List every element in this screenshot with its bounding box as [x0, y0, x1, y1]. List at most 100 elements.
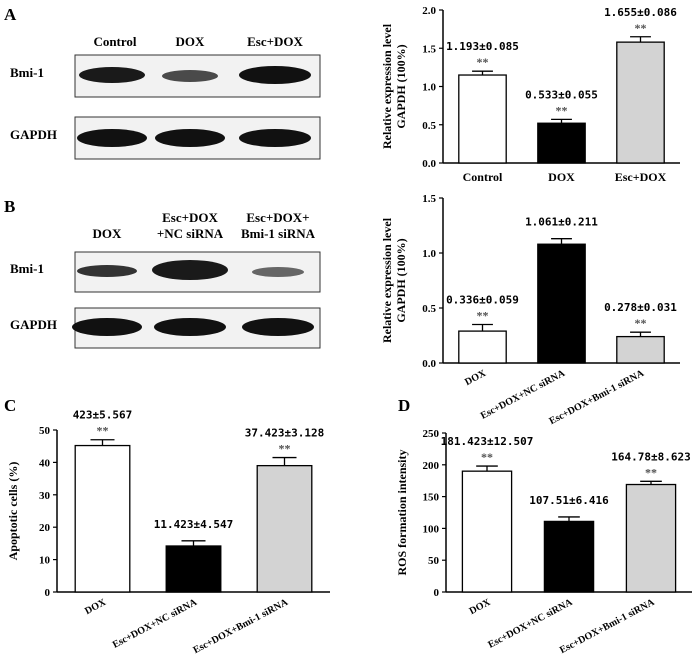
y-axis-label: Apoptotic cells (%): [6, 462, 20, 561]
bar-chart-c: 0 10 20 30 40 50 Apoptotic cells (%) ** 423±5.56…: [6, 409, 330, 656]
significance-marker: **: [481, 450, 493, 464]
y-tick-label: 0: [434, 587, 440, 599]
bar-chart-a: 0.0 0.5 1.0 1.5 2.0 Relative expression level…: [380, 5, 680, 184]
blot-a-band-gapdh-2: [155, 129, 225, 147]
y-axis-label: GAPDH (100%): [394, 44, 408, 128]
blot-b-row-bmi1: Bmi-1: [10, 261, 44, 276]
data-label: 164.78±8.623: [611, 450, 690, 463]
blot-b-band-bmi1-2: [152, 260, 228, 280]
y-tick-label: 150: [423, 492, 440, 504]
y-tick-label: 100: [423, 523, 440, 535]
y-axis-label: GAPDH (100%): [394, 238, 408, 322]
significance-marker: **: [279, 442, 291, 456]
significance-marker: **: [556, 103, 568, 117]
x-category-label: DOX: [83, 597, 108, 618]
blot-b-lane-2-line1: Esc+DOX: [162, 210, 218, 225]
x-category-label: Esc+DOX+NC siRNA: [486, 597, 575, 651]
y-tick-label: 1.5: [422, 43, 436, 55]
blot-a-lane-2: DOX: [176, 34, 206, 49]
y-tick-label: 10: [39, 555, 51, 567]
bar: [165, 545, 222, 593]
blot-b-lane-3-line1: Esc+DOX+: [246, 210, 309, 225]
y-axis-label: ROS formation intensity: [395, 450, 409, 576]
blot-b-band-gapdh-2: [154, 318, 226, 336]
significance-marker: **: [645, 465, 657, 479]
data-label: 423±5.567: [73, 409, 133, 422]
x-category-label: Esc+DOX: [615, 170, 667, 184]
y-axis-label: Relative expression level: [380, 217, 394, 343]
y-tick-label: 1.0: [422, 82, 436, 94]
y-tick-label: 0.5: [422, 120, 436, 132]
data-label: 0.336±0.059: [446, 294, 519, 307]
data-label: 107.51±6.416: [529, 494, 609, 507]
significance-marker: **: [477, 55, 489, 69]
x-category-label: Esc+DOX+Bmi-1 siRNA: [192, 597, 291, 657]
blot-a-row-gapdh: GAPDH: [10, 127, 57, 142]
blot-b-band-gapdh-3: [242, 318, 314, 336]
significance-marker: **: [635, 316, 647, 330]
blot-a-band-bmi1-3: [239, 66, 311, 84]
bar: [458, 330, 507, 364]
data-label: 0.278±0.031: [604, 301, 677, 314]
blot-a-band-bmi1-1: [79, 67, 145, 83]
y-tick-label: 250: [423, 428, 440, 440]
blot-b-lane-2-line2: +NC siRNA: [157, 226, 224, 241]
data-label: 37.423±3.128: [245, 427, 324, 440]
blot-b-band-bmi1-3: [252, 267, 304, 277]
y-tick-label: 0: [45, 587, 51, 599]
x-category-label: Esc+DOX+NC siRNA: [111, 597, 200, 651]
y-tick-label: 40: [39, 457, 51, 469]
y-tick-label: 50: [39, 425, 51, 437]
panel-letter-b: B: [4, 197, 15, 216]
panel-letter-d: D: [398, 396, 410, 415]
bar: [616, 41, 665, 164]
blot-a-band-gapdh-1: [77, 129, 147, 147]
blot-b-lane-1-line1: DOX: [93, 226, 123, 241]
blot-b-band-bmi1-1: [77, 265, 137, 277]
bar: [616, 335, 665, 364]
y-tick-label: 20: [39, 522, 51, 534]
y-tick-label: 50: [428, 555, 440, 567]
data-label: 181.423±12.507: [441, 435, 534, 448]
y-tick-label: 2.0: [422, 5, 436, 17]
blot-a-lane-3: Esc+DOX: [247, 34, 303, 49]
data-label: 1.655±0.086: [604, 6, 677, 19]
y-axis-label: Relative expression level: [380, 23, 394, 149]
y-tick-label: 0.0: [422, 358, 436, 370]
x-category-label: DOX: [463, 368, 488, 389]
blot-a-row-bmi1: Bmi-1: [10, 65, 44, 80]
significance-marker: **: [635, 21, 647, 35]
y-tick-label: 0.5: [422, 303, 436, 315]
y-tick-label: 1.0: [422, 248, 436, 260]
y-tick-label: 200: [423, 460, 440, 472]
blot-a-band-bmi1-2: [162, 70, 218, 82]
bar: [625, 483, 677, 593]
bar: [537, 243, 586, 364]
significance-marker: **: [477, 309, 489, 323]
blot-b-lane-3-line2: Bmi-1 siRNA: [241, 226, 316, 241]
western-blot-a: Control DOX Esc+DOX Bmi-1 GAPDH: [10, 34, 321, 160]
data-label: 0.533±0.055: [525, 88, 598, 101]
y-tick-label: 0.0: [422, 158, 436, 170]
bar-chart-b: 0.0 0.5 1.0 1.5 Relative expression level GAP…: [380, 193, 680, 427]
bar: [543, 520, 595, 593]
x-category-label: DOX: [548, 170, 575, 184]
panel-letter-c: C: [4, 396, 16, 415]
bar: [74, 444, 131, 593]
western-blot-b: DOX Esc+DOX +NC siRNA Esc+DOX+ Bmi-1 siR…: [10, 210, 321, 349]
data-label: 11.423±4.547: [154, 518, 233, 531]
y-tick-label: 30: [39, 490, 51, 502]
bar-chart-d: 0 50 100 150 200 250 ROS formation intensity **…: [395, 428, 692, 656]
bar: [256, 464, 313, 593]
blot-b-band-gapdh-1: [72, 318, 142, 336]
x-category-label: DOX: [468, 597, 493, 618]
bar: [458, 74, 507, 164]
significance-marker: **: [97, 424, 109, 438]
panel-letter-a: A: [4, 5, 17, 24]
x-category-label: Control: [463, 170, 503, 184]
blot-b-row-gapdh: GAPDH: [10, 317, 57, 332]
data-label: 1.061±0.211: [525, 216, 598, 229]
y-tick-label: 1.5: [422, 193, 436, 205]
bar: [461, 470, 513, 593]
